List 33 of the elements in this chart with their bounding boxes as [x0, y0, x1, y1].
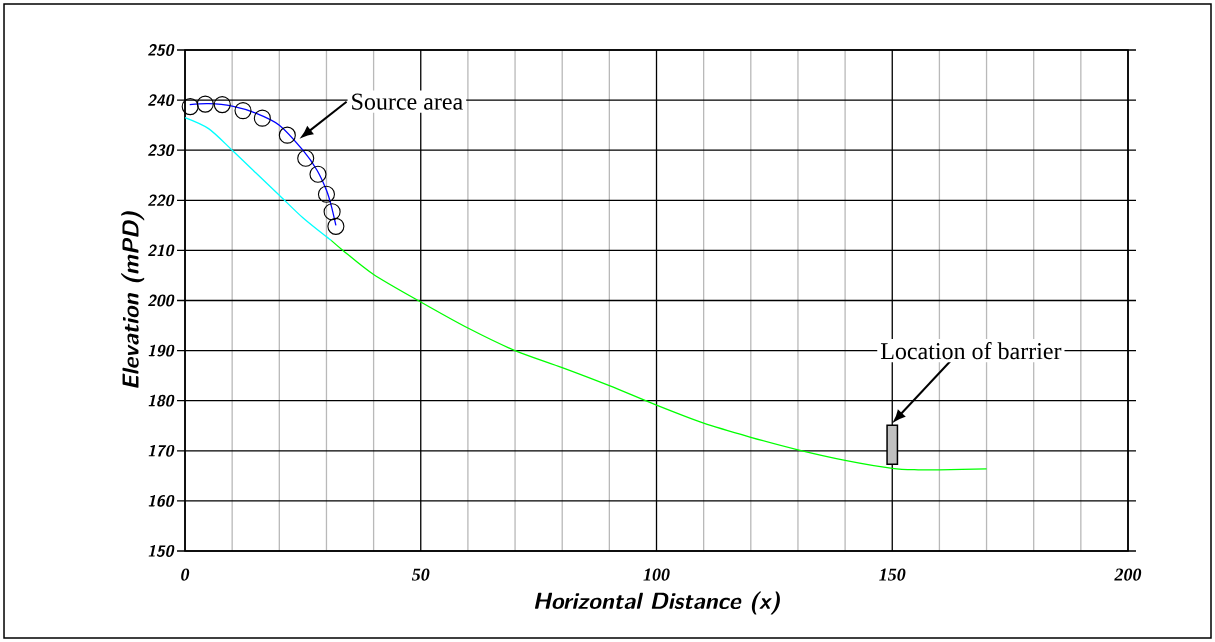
point	[327, 217, 345, 235]
y-tick-label: 220	[148, 194, 175, 207]
point	[317, 185, 336, 203]
y-tick-label: 240	[148, 94, 175, 106]
y-tick-label: 210	[148, 244, 175, 257]
y-tick-label: 200	[148, 294, 175, 307]
line-series	[189, 102, 337, 226]
x-tick-label: 100	[643, 568, 670, 581]
x-tick-label: 50	[411, 568, 430, 581]
y-tick-label: 190	[148, 344, 175, 357]
point	[309, 165, 327, 183]
point	[297, 149, 315, 167]
y-tick-label: 230	[148, 144, 175, 157]
annotation: Location of barrier	[880, 342, 1062, 360]
y-axis-title: Elevation (mPD)	[121, 211, 145, 388]
x-tick-label: 150	[879, 568, 906, 581]
x-tick-label: 0	[181, 568, 190, 581]
y-tick-label: 180	[148, 394, 175, 407]
y-tick-label: 250	[148, 44, 175, 56]
y-tick-label: 150	[148, 545, 175, 557]
point	[213, 96, 231, 114]
x-axis-title: Horizontal Distance (x)	[534, 591, 780, 615]
point	[234, 102, 252, 120]
y-tick-label: 160	[148, 494, 175, 507]
line-series	[184, 116, 332, 242]
point	[278, 126, 296, 144]
y-tick-label: 170	[148, 444, 175, 457]
point	[181, 98, 199, 116]
annotation: Source area	[352, 93, 463, 110]
x-tick-label: 200	[1114, 568, 1142, 581]
point	[323, 203, 341, 221]
point	[196, 95, 214, 113]
point	[253, 109, 271, 127]
